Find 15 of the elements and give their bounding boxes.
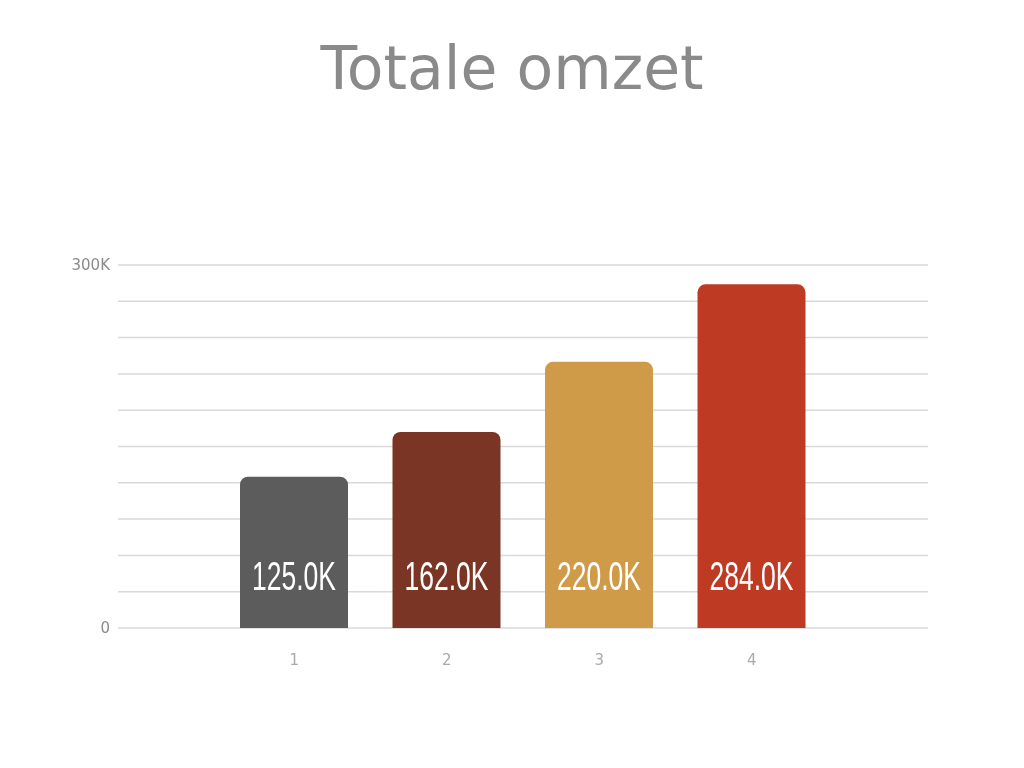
x-tick-label: 1 — [289, 650, 300, 669]
bar — [545, 361, 653, 628]
data-label: 284.0K — [709, 554, 837, 598]
bar — [392, 431, 501, 628]
data-label: 220.0K — [557, 554, 684, 598]
x-tick-label: 3 — [594, 650, 605, 669]
x-tick-label: 4 — [746, 650, 757, 669]
data-label: 125.0K — [252, 554, 379, 598]
y-tick-label: 0 — [100, 619, 110, 638]
y-tick-label: 300K — [71, 256, 112, 275]
bar — [240, 476, 348, 628]
bar — [697, 284, 806, 628]
x-tick-label: 2 — [441, 650, 452, 669]
chart-title: Totale omzet — [319, 32, 705, 105]
data-label: 162.0K — [404, 554, 532, 598]
